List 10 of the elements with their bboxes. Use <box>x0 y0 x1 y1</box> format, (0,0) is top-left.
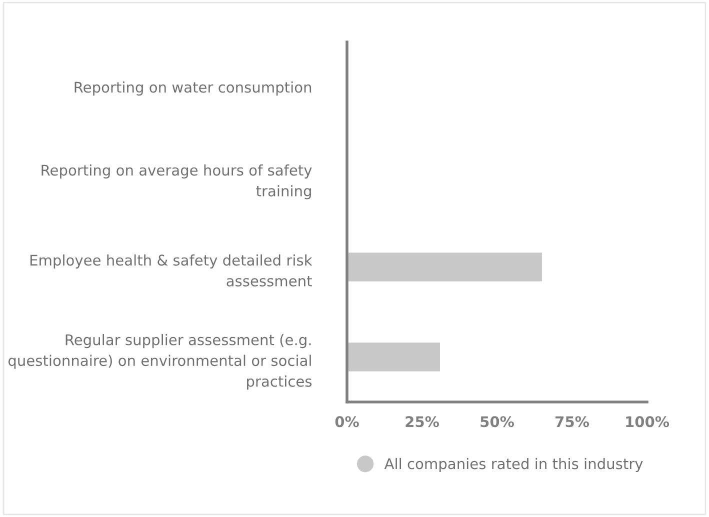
x-tick-label: 100% <box>626 416 670 428</box>
x-tick-label: 0% <box>335 416 359 428</box>
legend-label: All companies rated in this industry <box>384 458 643 472</box>
y-tick-label: Regular supplier assessment (e.g. questionnaire) on environmental or social practices <box>8 334 312 390</box>
y-tick-label: Reporting on water consumption <box>74 81 312 96</box>
x-tick-label: 25% <box>406 416 439 428</box>
y-tick-label: Reporting on average hours of safety training <box>42 164 312 200</box>
x-tick-label: 50% <box>480 416 514 428</box>
x-tick-label: 75% <box>556 416 589 428</box>
y-tick-label: Employee health & safety detailed risk assessment <box>30 254 312 286</box>
